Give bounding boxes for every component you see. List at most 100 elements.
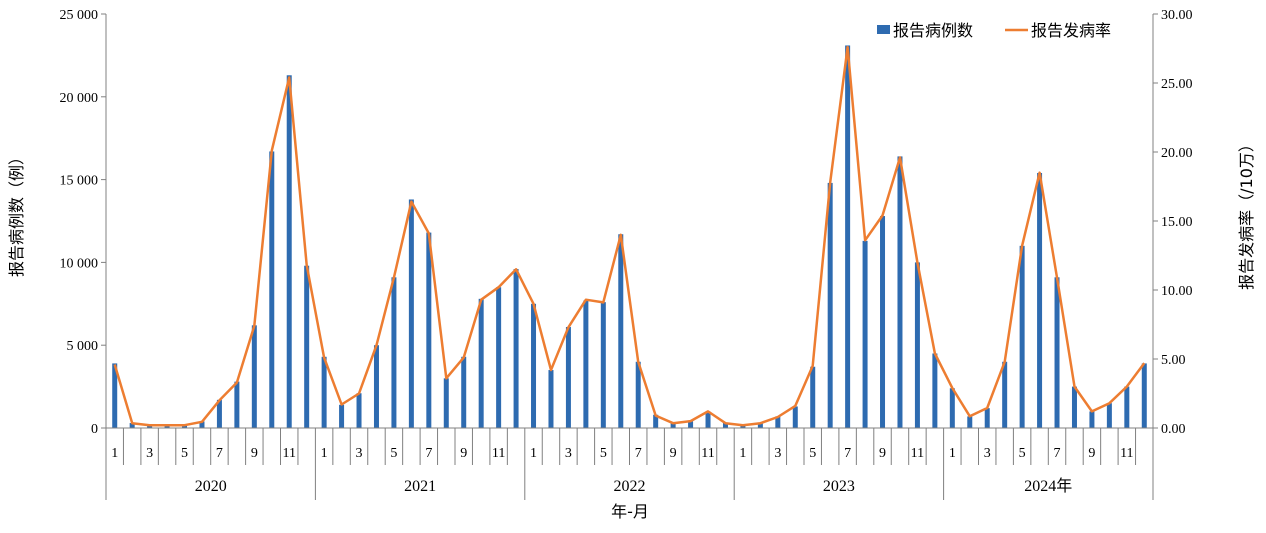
x-axis-month-label: 1	[739, 446, 746, 461]
bar	[531, 303, 537, 428]
x-axis-month-label: 3	[565, 446, 572, 461]
bar	[827, 182, 833, 428]
bar	[775, 416, 781, 428]
y-axis-left-tick-label: 25 000	[60, 8, 99, 23]
bar	[1002, 361, 1008, 428]
x-axis-month-label: 7	[635, 446, 642, 461]
x-axis-month-label: 11	[911, 446, 924, 461]
x-axis-month-label: 5	[390, 446, 397, 461]
y-axis-right-tick-label: 20.00	[1161, 146, 1193, 161]
bar	[321, 356, 327, 428]
bar	[862, 240, 868, 428]
bar	[251, 325, 257, 428]
bar	[757, 423, 763, 428]
x-axis-month-label: 5	[181, 446, 188, 461]
y-axis-left-title: 报告病例数（例）	[7, 149, 26, 277]
bar	[548, 370, 554, 428]
x-axis-month-label: 11	[701, 446, 714, 461]
y-axis-left-tick-label: 20 000	[60, 91, 99, 106]
bar	[269, 151, 275, 428]
bar	[600, 302, 606, 428]
x-axis-year-label: 2020	[195, 478, 227, 495]
y-axis-left-tick-label: 5 000	[67, 339, 99, 354]
bar	[583, 300, 589, 428]
bar	[112, 363, 118, 428]
y-axis-right-tick-label: 0.00	[1161, 422, 1186, 437]
y-axis-left-tick-label: 0	[91, 422, 98, 437]
bar	[356, 393, 362, 428]
y-axis-left-tick-label: 15 000	[60, 174, 99, 189]
x-axis-month-label: 9	[670, 446, 677, 461]
x-axis-month-label: 11	[1120, 446, 1133, 461]
bar	[234, 381, 240, 428]
x-axis-month-label: 9	[251, 446, 258, 461]
x-axis-month-label: 1	[321, 446, 328, 461]
bar	[635, 361, 641, 428]
bar	[914, 262, 920, 428]
bar	[810, 366, 816, 428]
bar	[618, 234, 624, 428]
y-axis-right-tick-label: 25.00	[1161, 77, 1193, 92]
x-axis-month-label: 5	[600, 446, 607, 461]
x-axis-month-label: 7	[216, 446, 223, 461]
bar	[461, 356, 467, 428]
x-axis-year-label: 2022	[614, 478, 646, 495]
bar	[496, 287, 502, 428]
x-axis-month-label: 7	[425, 446, 432, 461]
bar	[565, 326, 571, 428]
bar-series	[112, 45, 1147, 429]
bar	[408, 199, 414, 428]
rate-line	[113, 45, 1146, 427]
bar	[792, 406, 798, 428]
bar	[513, 269, 519, 428]
bar	[897, 156, 903, 428]
x-axis-year-label: 2021	[404, 478, 436, 495]
bar	[286, 75, 292, 428]
x-axis-year-label: 2023	[823, 478, 855, 495]
legend: 报告病例数 报告发病率	[877, 21, 1111, 40]
bar	[880, 216, 886, 428]
bar	[373, 345, 379, 428]
bar	[1071, 386, 1077, 428]
bar	[443, 378, 449, 428]
legend-bar-label: 报告病例数	[893, 21, 973, 40]
x-axis-month-label: 3	[984, 446, 991, 461]
x-axis-month-label: 11	[282, 446, 295, 461]
bar	[932, 353, 938, 428]
legend-line-label: 报告发病率	[1031, 21, 1111, 40]
legend-bar-swatch	[877, 25, 890, 34]
bar	[216, 399, 222, 428]
bar	[1037, 172, 1043, 428]
x-axis-month-label: 5	[1019, 446, 1026, 461]
y-axis-right-tick-label: 5.00	[1161, 353, 1186, 368]
bar	[391, 277, 397, 428]
x-axis-month-label: 7	[1054, 446, 1061, 461]
x-axis-month-label: 11	[492, 446, 505, 461]
x-axis-month-label: 5	[809, 446, 816, 461]
bar	[984, 408, 990, 428]
y-axis-right-title: 报告发病率（/10万）	[1237, 136, 1256, 290]
x-axis-month-label: 9	[1088, 446, 1095, 461]
bar	[478, 298, 484, 428]
x-axis-month-label: 1	[111, 446, 118, 461]
axes: 0 5 000 10 000 15 000 20 000 25 000 0.00 5.00 10…	[60, 8, 1193, 437]
bar	[129, 423, 135, 428]
bar	[1089, 411, 1095, 428]
x-axis-month-label: 9	[460, 446, 467, 461]
bar	[653, 414, 659, 428]
bar	[1054, 277, 1060, 428]
bar	[670, 423, 676, 428]
y-axis-right-tick-label: 15.00	[1161, 215, 1193, 230]
bar	[705, 411, 711, 428]
x-axis-title: 年-月	[611, 502, 649, 521]
x-axis-year-label: 2024年	[1024, 477, 1072, 495]
bar	[688, 421, 694, 428]
bar	[426, 232, 432, 428]
bar	[845, 45, 851, 429]
y-axis-left-tick-label: 10 000	[60, 256, 99, 271]
bar	[1141, 363, 1147, 428]
bar	[339, 404, 345, 428]
bar	[722, 423, 728, 428]
x-axis-month-label: 9	[879, 446, 886, 461]
